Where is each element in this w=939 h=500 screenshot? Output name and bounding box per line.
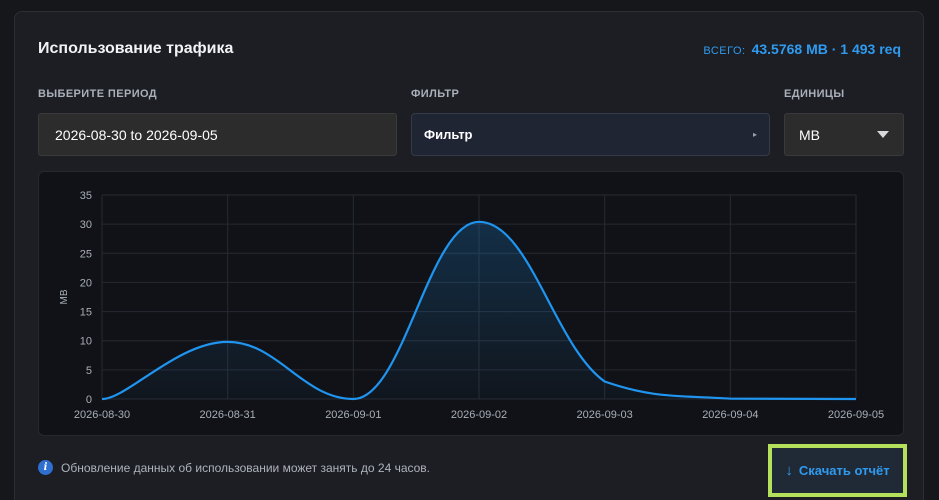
x-tick-label: 2026-09-01 — [325, 409, 381, 421]
y-axis-title: MB — [59, 289, 70, 304]
filter-value: Фильтр — [424, 127, 473, 142]
y-tick-label: 15 — [80, 307, 92, 319]
x-tick-label: 2026-08-30 — [74, 409, 130, 421]
filter-label: ФИЛЬТР — [411, 88, 460, 100]
series-area — [102, 221, 856, 399]
traffic-chart-svg: 0 5 10 15 20 25 30 35 2026-08-30 2026-08-31 2026-0… — [59, 190, 884, 421]
info-icon: i — [38, 460, 53, 475]
units-select[interactable]: MB — [784, 113, 904, 156]
panel-title: Использование трафика — [38, 40, 234, 57]
traffic-chart: 0 5 10 15 20 25 30 35 2026-08-30 2026-08-31 2026-0… — [38, 171, 904, 436]
period-label: ВЫБЕРИТЕ ПЕРИОД — [38, 88, 158, 100]
y-tick-label: 25 — [80, 248, 92, 260]
y-tick-label: 35 — [80, 190, 92, 202]
download-arrow-icon: ↓ — [785, 462, 793, 479]
x-tick-label: 2026-09-04 — [702, 409, 758, 421]
y-tick-label: 20 — [80, 277, 92, 289]
y-tick-label: 30 — [80, 219, 92, 231]
traffic-usage-panel: Использование трафика ВСЕГО: 43.5768 MB … — [14, 11, 924, 500]
series-line — [101, 220, 857, 401]
x-tick-label: 2026-09-05 — [828, 409, 884, 421]
download-report-button[interactable]: ↓ Скачать отчёт — [768, 444, 907, 497]
total-value: 43.5768 MB · 1 493 req — [751, 41, 901, 57]
x-tick-label: 2026-08-31 — [200, 409, 256, 421]
period-date-range-input[interactable]: 2026-08-30 to 2026-09-05 — [38, 113, 397, 156]
units-value: MB — [799, 126, 820, 143]
filter-caret-icon: ▸ — [752, 130, 757, 139]
units-label: ЕДИНИЦЫ — [784, 88, 845, 100]
update-info-text: Обновление данных об использовании может… — [61, 460, 431, 475]
download-report-label: Скачать отчёт — [798, 463, 890, 478]
total-summary: ВСЕГО: 43.5768 MB · 1 493 req — [703, 41, 901, 57]
period-value: 2026-08-30 to 2026-09-05 — [55, 126, 218, 143]
update-info: i Обновление данных об использовании мож… — [38, 460, 430, 475]
y-tick-label: 10 — [80, 336, 92, 348]
x-tick-label: 2026-09-02 — [451, 409, 507, 421]
y-tick-label: 0 — [86, 394, 92, 406]
x-tick-label: 2026-09-03 — [577, 409, 633, 421]
caret-down-icon — [877, 131, 889, 138]
filter-select[interactable]: Фильтр ▸ — [411, 113, 770, 156]
y-tick-label: 5 — [86, 365, 92, 377]
total-label: ВСЕГО: — [703, 45, 746, 57]
